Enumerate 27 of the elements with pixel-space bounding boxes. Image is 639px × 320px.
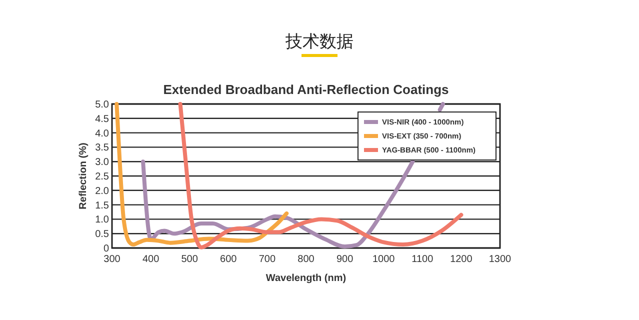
y-axis-title: Reflection (%) (78, 142, 89, 210)
x-tick-label: 300 (104, 254, 121, 265)
y-tick-label: 2.0 (95, 186, 110, 197)
x-tick-label: 400 (142, 254, 160, 265)
y-tick-label: 3.0 (95, 157, 110, 168)
x-tick-label: 800 (298, 254, 315, 265)
y-tick-label: 2.5 (95, 172, 110, 182)
line-series (114, 102, 289, 247)
x-axis-title: Wavelength (nm) (266, 273, 346, 284)
y-tick-label: 1.5 (95, 200, 110, 212)
y-tick-label: 0.5 (95, 229, 110, 240)
y-tick-label: 4.5 (95, 114, 110, 125)
x-tick-label: 600 (220, 254, 238, 265)
x-tick-label: 1300 (488, 254, 512, 265)
y-tick-label: 3.5 (95, 142, 110, 154)
x-tick-label: 900 (336, 254, 354, 265)
y-tick-label: 1.0 (95, 214, 110, 226)
x-tick-label: 500 (181, 254, 198, 265)
y-tick-label: 4.0 (95, 128, 110, 140)
text: 技术数据 (284, 32, 354, 51)
x-tick-label: 1200 (450, 254, 473, 265)
y-tick-label: 5.0 (95, 100, 110, 110)
x-tick-label: 700 (258, 254, 276, 265)
x-tick-label: 1000 (372, 254, 396, 265)
y-tick-label: 0 (103, 244, 110, 254)
x-tick-label: 1100 (412, 254, 434, 265)
chart-title: Extended Broadband Anti-Reflection Coatings (163, 82, 449, 97)
